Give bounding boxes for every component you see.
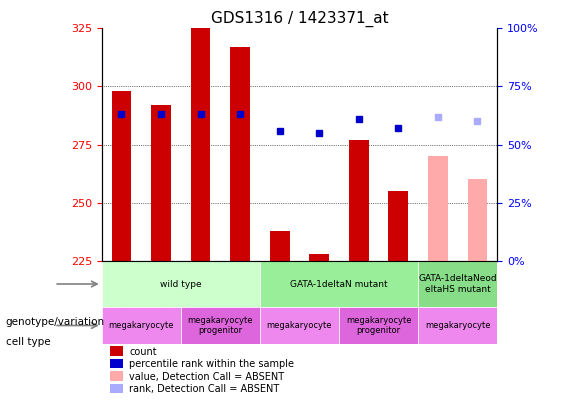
Text: value, Detection Call = ABSENT: value, Detection Call = ABSENT — [129, 372, 285, 382]
Bar — [310, 254, 329, 261]
Text: megakaryocyte
progenitor: megakaryocyte progenitor — [346, 316, 411, 335]
Text: GATA-1deltaN mutant: GATA-1deltaN mutant — [290, 279, 388, 288]
FancyBboxPatch shape — [181, 307, 260, 344]
Text: cell type: cell type — [6, 337, 50, 347]
FancyBboxPatch shape — [102, 307, 181, 344]
Text: GATA-1deltaNeod
eltaHS mutant: GATA-1deltaNeod eltaHS mutant — [418, 274, 497, 294]
FancyBboxPatch shape — [260, 307, 339, 344]
Text: genotype/variation: genotype/variation — [6, 317, 105, 327]
Text: megakaryocyte: megakaryocyte — [267, 321, 332, 330]
Bar — [191, 28, 210, 261]
Bar — [110, 384, 123, 393]
Text: wild type: wild type — [160, 279, 202, 288]
FancyBboxPatch shape — [102, 261, 260, 307]
Bar — [110, 359, 123, 368]
FancyBboxPatch shape — [260, 261, 418, 307]
Bar — [389, 191, 408, 261]
Bar — [468, 179, 487, 261]
Bar — [110, 346, 123, 356]
FancyBboxPatch shape — [418, 307, 497, 344]
Text: megakaryocyte: megakaryocyte — [425, 321, 490, 330]
Bar — [111, 91, 131, 261]
Text: megakaryocyte
progenitor: megakaryocyte progenitor — [188, 316, 253, 335]
FancyBboxPatch shape — [339, 307, 418, 344]
Bar — [151, 105, 171, 261]
FancyBboxPatch shape — [418, 261, 497, 307]
Text: megakaryocyte: megakaryocyte — [108, 321, 174, 330]
Bar — [270, 230, 289, 261]
Title: GDS1316 / 1423371_at: GDS1316 / 1423371_at — [211, 11, 388, 27]
Bar — [428, 156, 447, 261]
Bar — [349, 140, 368, 261]
Bar — [231, 47, 250, 261]
Text: percentile rank within the sample: percentile rank within the sample — [129, 359, 294, 369]
Text: count: count — [129, 347, 157, 357]
Text: rank, Detection Call = ABSENT: rank, Detection Call = ABSENT — [129, 384, 280, 394]
Bar — [110, 371, 123, 381]
